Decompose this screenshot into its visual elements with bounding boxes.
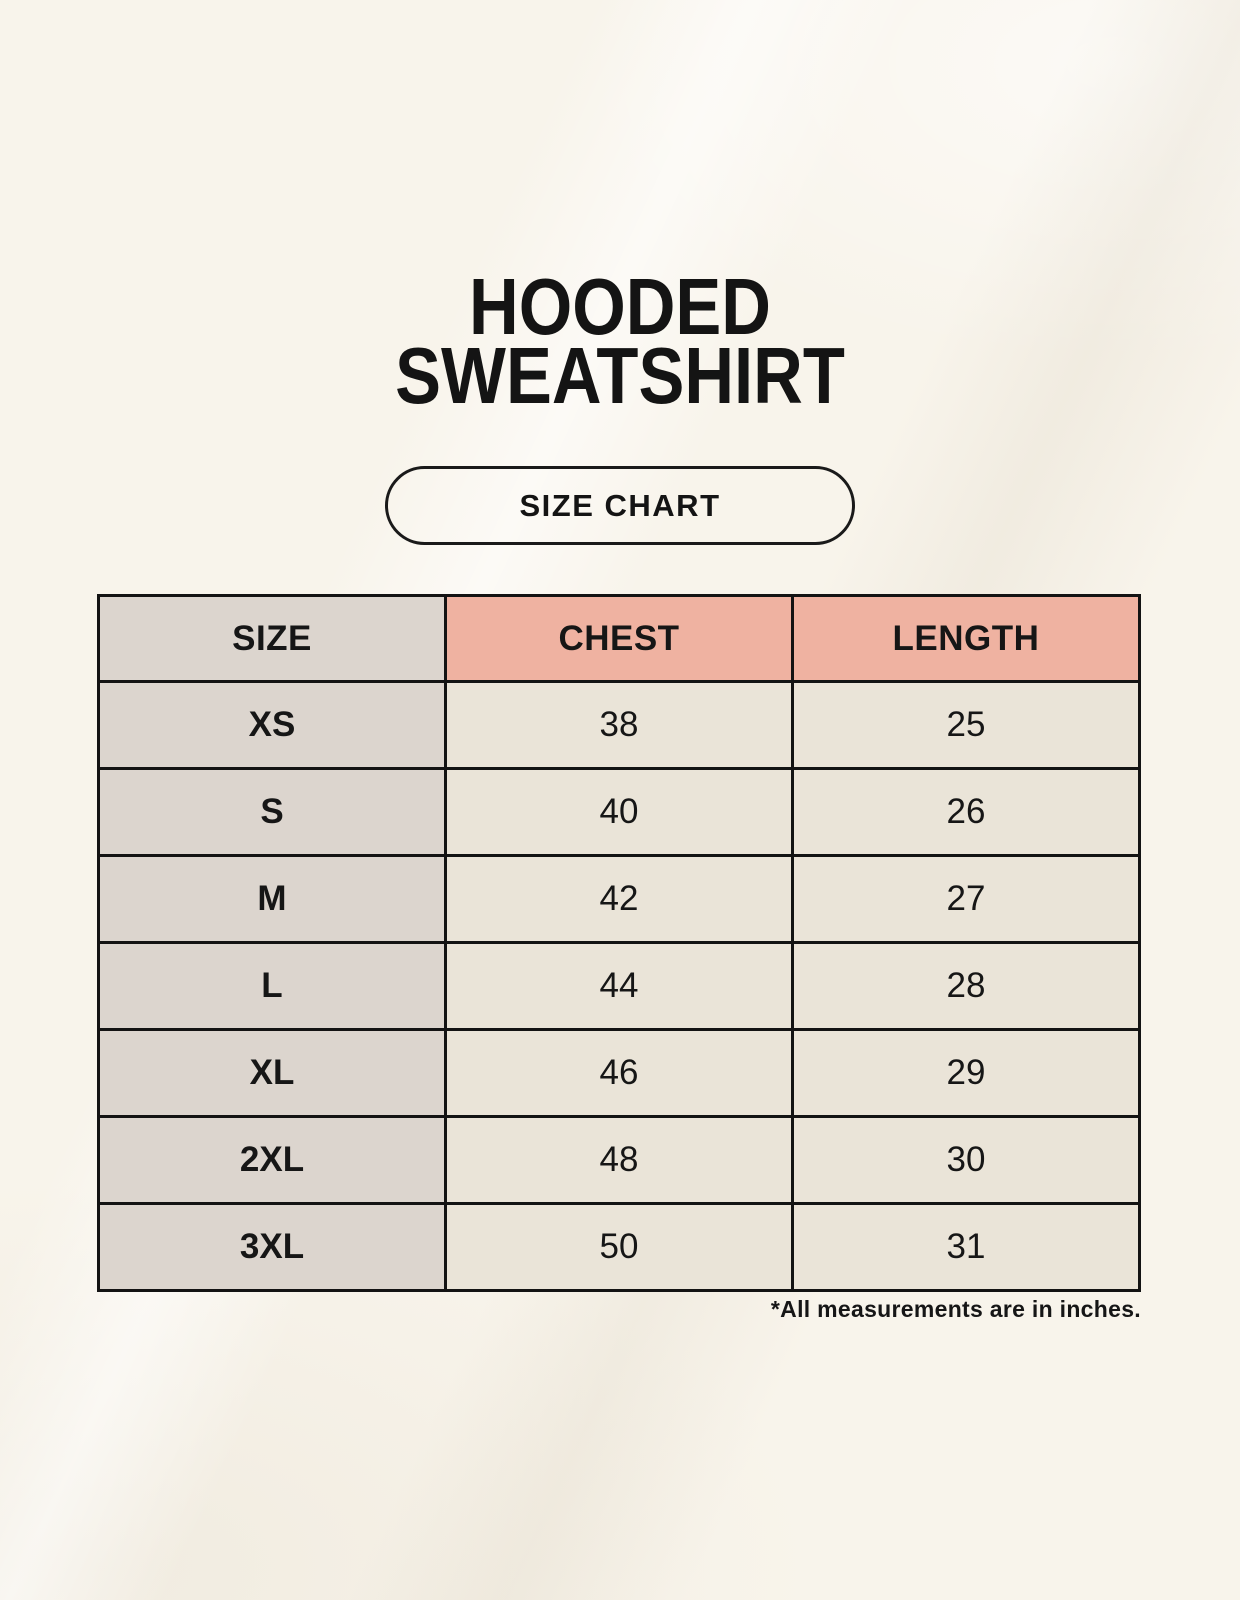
table-row: S 40 26 (97, 767, 1141, 857)
length-cell: 31 (791, 1202, 1141, 1292)
size-chart-button-label: SIZE CHART (519, 487, 721, 523)
table-row: L 44 28 (97, 941, 1141, 1031)
chest-cell: 38 (444, 680, 794, 770)
column-header-length: LENGTH (791, 594, 1141, 683)
size-cell: XL (97, 1028, 447, 1118)
page-title: HOODED SWEATSHIRT (87, 262, 1153, 420)
chest-cell: 50 (444, 1202, 794, 1292)
chest-cell: 40 (444, 767, 794, 857)
table-row: XS 38 25 (97, 680, 1141, 770)
length-cell: 30 (791, 1115, 1141, 1205)
size-cell: XS (97, 680, 447, 770)
length-cell: 28 (791, 941, 1141, 1031)
size-cell: 2XL (97, 1115, 447, 1205)
length-cell: 26 (791, 767, 1141, 857)
chest-cell: 44 (444, 941, 794, 1031)
size-cell: S (97, 767, 447, 857)
column-header-size: SIZE (97, 594, 447, 683)
size-cell: L (97, 941, 447, 1031)
length-cell: 25 (791, 680, 1141, 770)
chest-cell: 42 (444, 854, 794, 944)
chest-cell: 48 (444, 1115, 794, 1205)
table-row: 2XL 48 30 (97, 1115, 1141, 1205)
size-table: SIZE CHEST LENGTH XS 38 25 S 40 26 M 42 … (97, 594, 1141, 1292)
size-chart-button[interactable]: SIZE CHART (385, 466, 855, 545)
measurements-footnote: *All measurements are in inches. (770, 1296, 1141, 1322)
table-row: M 42 27 (97, 854, 1141, 944)
size-table-header-row: SIZE CHEST LENGTH (97, 594, 1141, 683)
length-cell: 27 (791, 854, 1141, 944)
size-table-body: XS 38 25 S 40 26 M 42 27 L 44 28 XL 46 2… (97, 680, 1141, 1292)
table-row: XL 46 29 (97, 1028, 1141, 1118)
column-header-chest: CHEST (444, 594, 794, 683)
page-title-line2: SWEATSHIRT (395, 331, 845, 420)
table-row: 3XL 50 31 (97, 1202, 1141, 1292)
size-cell: M (97, 854, 447, 944)
length-cell: 29 (791, 1028, 1141, 1118)
page-title-line1: HOODED (469, 262, 771, 351)
chest-cell: 46 (444, 1028, 794, 1118)
size-cell: 3XL (97, 1202, 447, 1292)
